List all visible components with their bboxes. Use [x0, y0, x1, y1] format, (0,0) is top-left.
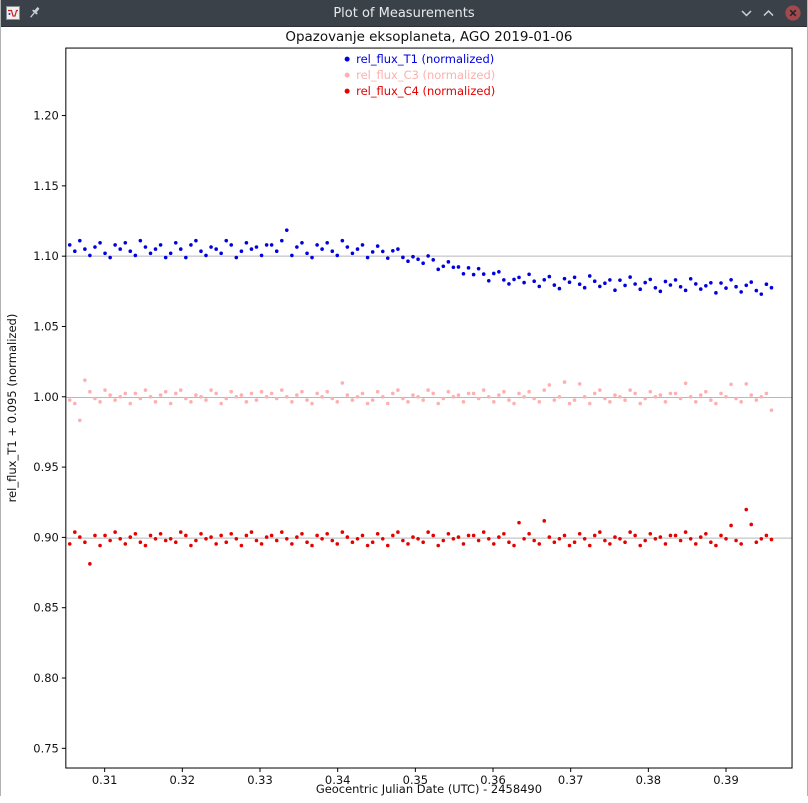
- y-tick-label: 1.20: [33, 109, 59, 123]
- close-icon: [785, 5, 801, 21]
- legend-label-rel_flux_C3: rel_flux_C3 (normalized): [356, 68, 495, 82]
- legend-marker-rel_flux_C3: [344, 72, 350, 78]
- x-tick-label: 0.38: [636, 773, 662, 787]
- plot-canvas[interactable]: Opazovanje eksoplaneta, AGO 2019-01-06 G…: [1, 27, 807, 799]
- chart-area: Opazovanje eksoplaneta, AGO 2019-01-06 G…: [1, 27, 807, 800]
- titlebar[interactable]: Plot of Measurements: [1, 0, 807, 27]
- y-tick-label: 1.15: [33, 179, 59, 193]
- minimize-button[interactable]: [740, 9, 753, 18]
- y-tick-label: 1.00: [33, 390, 59, 404]
- y-tick-label: 1.05: [33, 319, 59, 333]
- legend-label-rel_flux_C4: rel_flux_C4 (normalized): [356, 84, 495, 98]
- pin-icon[interactable]: [27, 5, 43, 21]
- series-rel_flux_C4: [67, 507, 774, 566]
- y-axis-label: rel_flux_T1 + 0.095 (normalized): [5, 314, 19, 503]
- chart-title: Opazovanje eksoplaneta, AGO 2019-01-06: [285, 29, 572, 45]
- y-tick-label: 1.10: [33, 249, 59, 263]
- x-tick-label: 0.37: [558, 773, 584, 787]
- plot-window-icon[interactable]: [6, 6, 20, 20]
- x-tick-label: 0.35: [403, 773, 429, 787]
- y-tick-label: 0.85: [33, 601, 59, 615]
- series-rel_flux_T1: [67, 228, 774, 296]
- y-tick-label: 0.95: [33, 460, 59, 474]
- legend-label-rel_flux_T1: rel_flux_T1 (normalized): [356, 52, 494, 66]
- axes-frame: [65, 47, 793, 769]
- x-axis-label: Geocentric Julian Date (UTC) - 2458490: [316, 782, 542, 796]
- window-title: Plot of Measurements: [333, 5, 475, 21]
- x-tick-label: 0.39: [713, 773, 739, 787]
- y-tick-label: 0.90: [33, 530, 59, 544]
- maximize-button[interactable]: [762, 9, 775, 18]
- close-button[interactable]: [784, 4, 802, 22]
- chevron-down-icon: [741, 9, 752, 17]
- x-tick-label: 0.34: [325, 773, 351, 787]
- x-tick-label: 0.32: [170, 773, 196, 787]
- legend-marker-rel_flux_T1: [344, 56, 350, 62]
- chevron-up-icon: [763, 9, 774, 16]
- series-rel_flux_C3: [67, 378, 774, 423]
- y-tick-label: 0.80: [33, 671, 59, 685]
- legend-marker-rel_flux_C4: [344, 88, 350, 94]
- y-tick-label: 0.75: [33, 741, 59, 755]
- x-tick-label: 0.36: [480, 773, 506, 787]
- x-tick-label: 0.33: [247, 773, 273, 787]
- x-tick-label: 0.31: [92, 773, 118, 787]
